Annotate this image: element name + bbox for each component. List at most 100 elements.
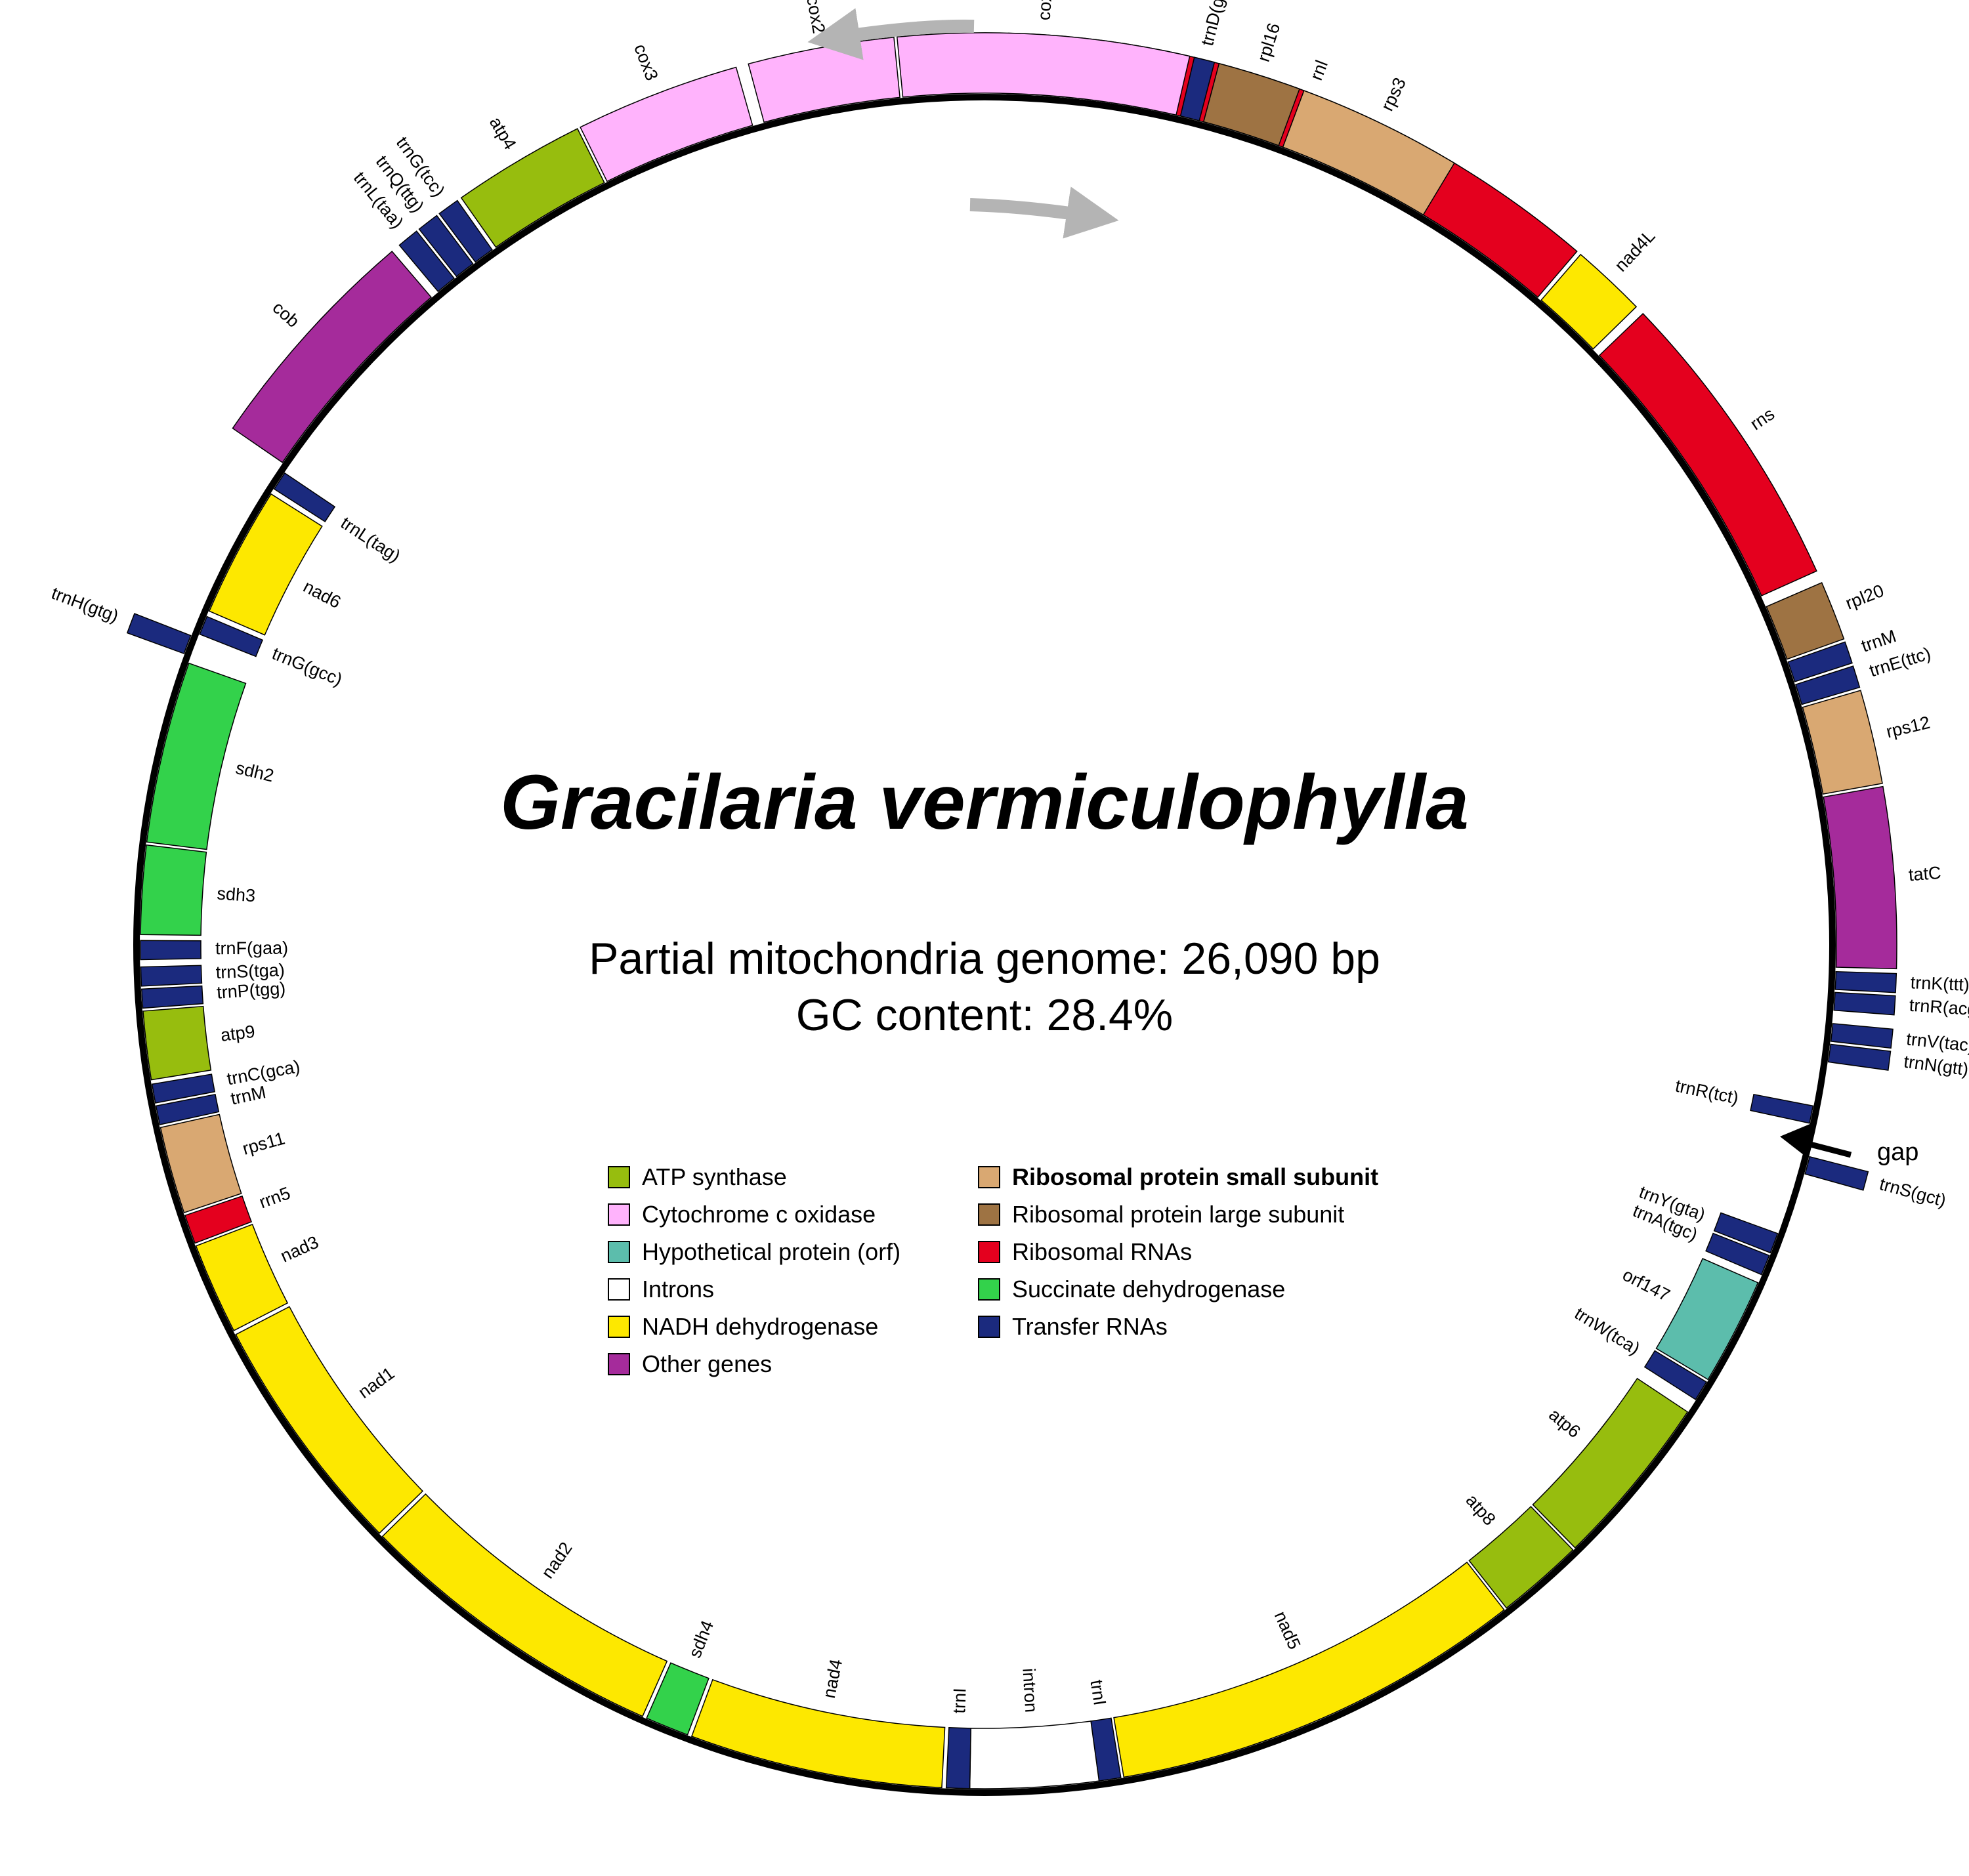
gene-label-tatc: tatC	[1908, 863, 1942, 885]
gene-block-rpl16	[1202, 62, 1300, 146]
gene-label-intron: intron	[1019, 1668, 1041, 1713]
gene-label-nad6: nad6	[300, 576, 344, 612]
gene-label-sdh3: sdh3	[217, 884, 256, 906]
gene-block-rps11	[159, 1114, 242, 1213]
gene-label-rrn5: rrn5	[257, 1183, 293, 1212]
gene-block-nad3	[195, 1223, 289, 1331]
legend-swatch	[608, 1241, 630, 1263]
gene-label-trni: trnI	[1086, 1678, 1109, 1707]
gene-block-trnn-gtt	[1827, 1043, 1892, 1071]
gene-block-atp6	[1532, 1377, 1689, 1549]
gene-label-trnh-gtg: trnH(gtg)	[49, 583, 121, 627]
gene-label-nad4: nad4	[819, 1657, 846, 1700]
gene-block-nad2	[381, 1493, 668, 1717]
legend-swatch	[978, 1203, 1000, 1226]
gap-marker: gap	[1780, 1123, 1918, 1166]
gene-label-rps12: rps12	[1884, 713, 1932, 742]
gene-block-trny-gta	[1713, 1212, 1779, 1254]
legend-swatch	[978, 1241, 1000, 1263]
gene-label-rpl20: rpl20	[1843, 581, 1887, 614]
gene-label-rps3: rps3	[1377, 75, 1410, 114]
gene-label-sdh4: sdh4	[685, 1617, 717, 1661]
gene-label-nad4l: nad4L	[1611, 226, 1659, 275]
gene-block-atp4	[460, 128, 605, 248]
gene-block-nad4l	[1540, 253, 1638, 350]
gene-block-trnm	[1787, 641, 1853, 682]
gene-label-cob: cob	[269, 298, 303, 331]
legend-swatch	[978, 1278, 1000, 1301]
gene-block-sdh2	[146, 662, 247, 850]
species-title: Gracilaria vermiculophylla	[500, 759, 1469, 846]
legend-swatch	[608, 1353, 630, 1375]
gene-label-nad3: nad3	[278, 1232, 322, 1266]
gene-label-rpl16: rpl16	[1254, 20, 1284, 64]
gene-block-atp8	[1468, 1505, 1574, 1609]
gene-block-sdh4	[646, 1662, 709, 1736]
gene-label-trns-gct: trnS(gct)	[1877, 1174, 1948, 1211]
gene-block-nad5	[1113, 1561, 1505, 1778]
gene-block-trnr-acg	[1833, 991, 1896, 1016]
gene-block-trni	[945, 1726, 971, 1789]
gene-label-cox3: cox3	[630, 41, 662, 83]
gene-block-atp9	[142, 1005, 212, 1081]
gene-block-trnm	[155, 1093, 220, 1125]
gene-block-trnk-ttt	[1834, 970, 1897, 993]
gene-block-orf147	[1655, 1258, 1759, 1381]
gene-label-trnp-tgg: trnP(tgg)	[216, 978, 286, 1003]
gene-label-orf147: orf147	[1619, 1264, 1673, 1305]
gene-label-trnw-tca: trnW(tca)	[1571, 1303, 1643, 1358]
gene-block-trnc-gca	[151, 1073, 216, 1104]
gene-label-trnr-tct: trnR(tct)	[1674, 1076, 1741, 1108]
gene-block-trnl-taa	[398, 230, 455, 293]
gene-label-cox1: cox1	[1034, 0, 1057, 21]
gene-blocks	[126, 32, 1897, 1789]
gene-block-rns	[1598, 312, 1817, 596]
gene-label-rns: rns	[1747, 404, 1778, 434]
gene-label-atp9: atp9	[219, 1022, 256, 1045]
legend-swatch	[978, 1166, 1000, 1188]
gene-block-tatc	[1823, 785, 1897, 970]
gene-block-nad4	[690, 1678, 946, 1789]
gene-label-nad2: nad2	[538, 1539, 576, 1582]
gene-label-atp8: atp8	[1462, 1490, 1499, 1529]
legend-swatch	[608, 1166, 630, 1188]
gene-block-rpl20	[1766, 581, 1845, 660]
gene-block-trnd-gtc	[1179, 56, 1216, 121]
genome-size-text: Partial mitochondria genome: 26,090 bp	[589, 934, 1380, 984]
gene-block-trns-tga	[140, 965, 203, 987]
strand-direction-arrow-counterclockwise	[807, 8, 975, 60]
gene-label-atp4: atp4	[486, 114, 520, 154]
gene-label-trnk-ttt: trnK(ttt)	[1910, 972, 1969, 995]
gene-block-trnq-ttg	[418, 215, 474, 278]
gene-label-cox2: cox2	[803, 0, 829, 35]
gene-label-trnn-gtt: trnN(gtt)	[1903, 1052, 1969, 1079]
gene-label-rnl: rnl	[1306, 58, 1332, 83]
gene-block-trna-tgc	[1705, 1232, 1770, 1276]
gene-label-nad5: nad5	[1271, 1608, 1305, 1652]
gene-block-trne-ttc	[1794, 665, 1861, 705]
gene-label-trnm: trnM	[1859, 626, 1899, 656]
gap-arrowhead-icon	[1780, 1123, 1811, 1155]
gene-block-trnp-tgg	[140, 985, 204, 1009]
gene-block-rps12	[1802, 690, 1883, 795]
gene-block-trnw-tca	[1643, 1350, 1708, 1400]
gene-block-cob	[232, 250, 433, 463]
legend-swatch	[608, 1203, 630, 1226]
legend: ATP synthase Cytochrome c oxidase Hypoth…	[608, 1163, 1395, 1386]
gene-label-atp6: atp6	[1545, 1405, 1584, 1442]
gene-block-trnv-tac	[1830, 1023, 1894, 1049]
gene-block-nad1	[235, 1306, 424, 1534]
gap-label: gap	[1877, 1138, 1918, 1166]
gene-block-rrn5	[184, 1195, 253, 1244]
gene-label-trnl-tag: trnL(tag)	[337, 513, 404, 566]
gene-label-nad1: nad1	[354, 1364, 398, 1403]
gene-label-trns-tga: trnS(tga)	[215, 960, 285, 982]
gene-block-sdh3	[140, 844, 207, 936]
gene-block-trnh-gtg	[126, 613, 192, 655]
gene-block-nad6	[208, 493, 323, 636]
gene-block-trng-tcc	[438, 199, 493, 263]
gc-content-text: GC content: 28.4%	[795, 990, 1174, 1040]
gene-block-intron	[969, 1720, 1100, 1789]
legend-swatch	[608, 1316, 630, 1338]
